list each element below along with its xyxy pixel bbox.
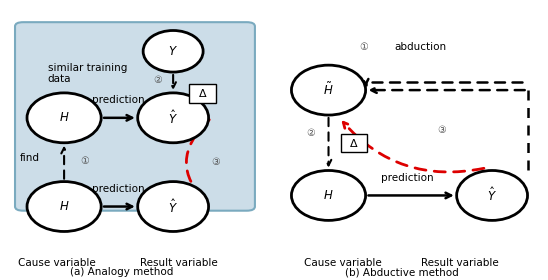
Text: (b) Abductive method: (b) Abductive method: [345, 267, 459, 277]
Text: similar training
data: similar training data: [48, 63, 127, 84]
Text: $\tilde{H}$: $\tilde{H}$: [323, 82, 334, 98]
Text: $H$: $H$: [59, 111, 70, 124]
Ellipse shape: [292, 171, 366, 220]
Text: (a) Analogy method: (a) Analogy method: [70, 267, 173, 277]
Text: $H$: $H$: [323, 189, 334, 202]
Text: prediction: prediction: [92, 184, 145, 194]
Ellipse shape: [138, 93, 209, 143]
Text: $Y$: $Y$: [168, 45, 178, 58]
Text: $\hat{Y}$: $\hat{Y}$: [487, 186, 497, 204]
Text: find: find: [20, 153, 39, 163]
Text: $\Delta$: $\Delta$: [198, 87, 207, 99]
Ellipse shape: [456, 171, 528, 220]
Text: Cause variable: Cause variable: [304, 258, 382, 267]
Text: Result variable: Result variable: [140, 258, 218, 267]
Ellipse shape: [27, 93, 101, 143]
Text: abduction: abduction: [394, 42, 446, 52]
Text: $\Delta$: $\Delta$: [349, 137, 358, 149]
Text: ①: ①: [81, 156, 89, 166]
FancyBboxPatch shape: [15, 22, 255, 211]
Text: Cause variable: Cause variable: [18, 258, 95, 267]
Text: $\hat{Y}$: $\hat{Y}$: [168, 109, 178, 127]
Text: prediction: prediction: [92, 95, 145, 105]
Text: ②: ②: [306, 128, 315, 138]
Text: prediction: prediction: [381, 173, 434, 183]
Text: ③: ③: [212, 157, 220, 167]
Text: ②: ②: [153, 75, 162, 85]
Ellipse shape: [292, 65, 366, 115]
Text: ①: ①: [359, 42, 368, 52]
Text: Result variable: Result variable: [420, 258, 498, 267]
Ellipse shape: [143, 31, 203, 72]
Ellipse shape: [27, 182, 101, 232]
Bar: [190, 84, 216, 102]
Text: $H$: $H$: [59, 200, 70, 213]
Text: ③: ③: [437, 125, 446, 135]
Bar: [340, 134, 367, 153]
Text: $\hat{Y}$: $\hat{Y}$: [168, 198, 178, 216]
Ellipse shape: [138, 182, 209, 232]
